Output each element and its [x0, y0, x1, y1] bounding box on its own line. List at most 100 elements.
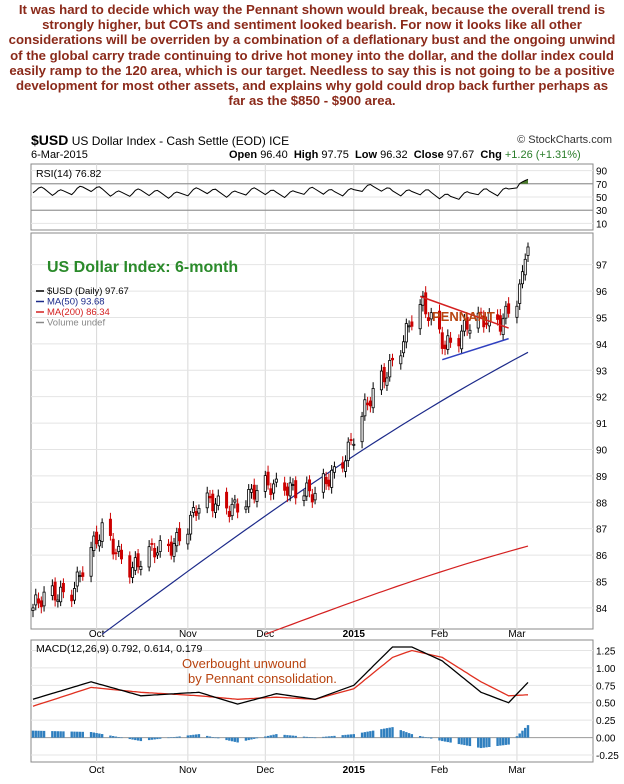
x-axis-label: Oct [89, 765, 105, 776]
macd-annotation-line1: Overbought unwound [182, 656, 306, 671]
price-tick-label: 84 [596, 604, 608, 615]
price-bar-body [153, 547, 157, 558]
price-tick-label: 86 [596, 551, 608, 562]
price-bar-body [327, 479, 331, 487]
macd-histogram-bar [457, 737, 461, 745]
price-bar-body [426, 317, 430, 322]
price-bar-body [366, 402, 370, 406]
price-bar-body [61, 582, 65, 593]
x-axis-label: Feb [431, 629, 449, 640]
price-bar-body [244, 506, 248, 510]
price-bar-body [158, 540, 162, 552]
macd-histogram-bar [418, 736, 422, 738]
macd-histogram-bar [266, 735, 270, 738]
price-bar-body [468, 329, 472, 334]
price-bar-body [429, 312, 433, 320]
pennant-upper-line [419, 295, 509, 329]
macd-histogram-bar [217, 737, 220, 739]
macd-histogram-bar [504, 737, 508, 745]
price-bar-body [349, 439, 353, 441]
macd-histogram-bar [225, 737, 228, 741]
price-bar-body [214, 503, 218, 513]
macd-histogram-bar [194, 734, 198, 738]
price-bar-body [191, 507, 195, 513]
macd-histogram-bar [272, 734, 275, 738]
macd-histogram-bar [269, 735, 273, 738]
macd-histogram-bar [247, 737, 250, 741]
pennant-lower-line [442, 337, 509, 361]
macd-histogram-bar [446, 737, 450, 743]
price-bar-body [515, 305, 519, 318]
macd-histogram-bar [501, 737, 505, 746]
price-bar-body [363, 399, 367, 417]
rsi-tick-label: 90 [596, 167, 608, 178]
macd-histogram-bar [159, 737, 162, 739]
rsi-panel: RSI(14) 76.82 90 70 50 30 10 [30, 163, 608, 231]
macd-histogram-bar [34, 730, 37, 738]
macd-histogram-bar [73, 731, 76, 738]
macd-tick-label: 0.25 [596, 716, 616, 727]
price-bar-body [75, 571, 79, 587]
macd-histogram-bar [349, 734, 353, 738]
price-bar-body [410, 321, 414, 327]
price-bar-body [150, 543, 154, 545]
price-bar-body [407, 325, 411, 328]
macd-histogram-bar [128, 737, 131, 740]
open-value: 96.40 [260, 149, 288, 161]
price-bar-body [233, 499, 237, 503]
price-bar-body [360, 415, 364, 443]
macd-histogram-bar [385, 728, 389, 738]
price-bar-body [446, 335, 450, 350]
price-bar-body [518, 283, 522, 304]
ma50-line [101, 351, 529, 635]
stockcharts-watermark: © StockCharts.com [517, 134, 612, 146]
price-bar-body [81, 572, 85, 577]
price-bar-body [404, 323, 408, 343]
macd-histogram-bar [156, 737, 159, 740]
rsi-line [32, 178, 529, 200]
price-bar-body [368, 400, 372, 407]
price-bar-body [504, 305, 508, 319]
price-bar-body [438, 310, 442, 330]
price-bar-body [252, 484, 256, 500]
price-bar-body [332, 466, 336, 473]
price-bar-body [225, 491, 229, 509]
macd-histogram-bar [275, 734, 278, 738]
macd-histogram-bar [465, 737, 469, 746]
macd-histogram-bar [524, 727, 527, 738]
rsi-tick-label: 50 [596, 193, 608, 204]
price-bar-body [479, 311, 483, 314]
price-bar-body [100, 522, 104, 542]
price-bar-body [487, 312, 491, 327]
price-bar-body [89, 547, 93, 577]
price-bar-body [523, 258, 527, 276]
price-bar-body [39, 600, 43, 608]
macd-histogram-bar [286, 735, 289, 738]
price-bar-body [526, 246, 530, 256]
legend-entry: MA(200) 86.34 [47, 307, 110, 318]
x-axis-label: Nov [179, 765, 197, 776]
price-bar-body [147, 546, 151, 568]
price-bar-body [197, 508, 201, 514]
price-tick-label: 90 [596, 445, 608, 456]
macd-histogram-bar [186, 735, 190, 738]
macd-histogram-bar [139, 737, 143, 742]
price-bar-body [402, 341, 406, 354]
macd-histogram-bar [311, 737, 314, 738]
macd-histogram-bar [441, 737, 444, 742]
macd-histogram-bar [407, 733, 411, 738]
macd-histogram-bar [153, 737, 156, 740]
chg-value: +1.26 (+1.31%) [504, 149, 581, 161]
price-bar-body [128, 555, 132, 578]
price-bar-body [352, 443, 356, 446]
price-bar-body [247, 489, 251, 508]
low-value: 96.32 [380, 149, 408, 161]
price-bar-body [485, 322, 489, 325]
macd-histogram-bar [526, 725, 530, 738]
macd-tick-label: 1.25 [596, 646, 616, 657]
price-bar-body [169, 541, 173, 556]
price-bar-body [313, 492, 317, 501]
ohlc-row: 6-Mar-2015 Open 96.40 High 97.75 Low 96.… [31, 149, 593, 161]
macd-histogram-bar [305, 736, 308, 738]
macd-histogram-bar [496, 737, 499, 746]
